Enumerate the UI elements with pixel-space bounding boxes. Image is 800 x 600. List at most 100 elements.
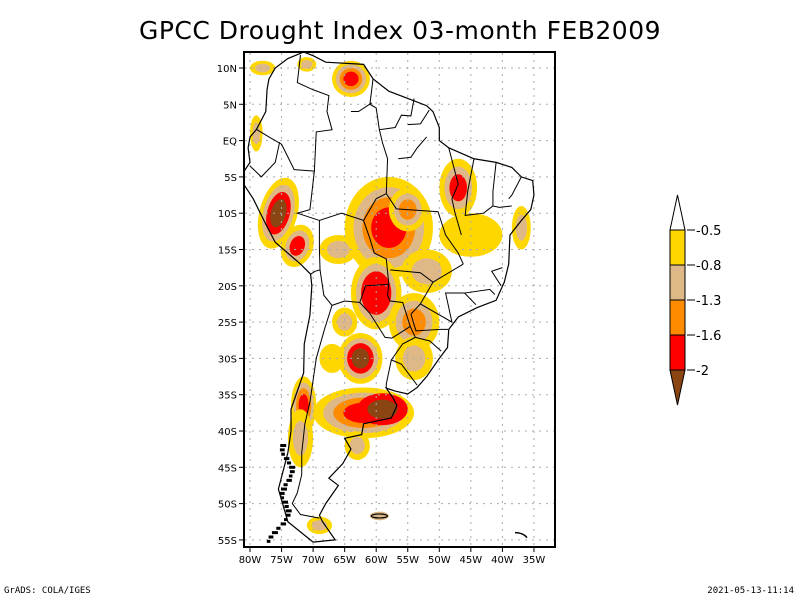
lon-tick-label: 35W <box>523 555 546 566</box>
colorbar-lower-arrow <box>669 369 686 406</box>
political-border <box>415 336 442 352</box>
political-border <box>464 288 496 295</box>
map-frame <box>243 51 556 548</box>
lat-tick-label: 55S <box>218 536 237 547</box>
island-mark <box>286 478 292 482</box>
island-mark <box>285 513 291 517</box>
political-border <box>448 147 462 236</box>
lat-tick-label: 25S <box>218 318 237 329</box>
lat-axis: 10N 5N EQ 5S 10S 15S 20S 25S 30S 35S 40S 45S 50S 55S <box>217 64 244 547</box>
lat-tick-label: EQ <box>223 137 237 148</box>
colorbar-segment <box>669 264 686 301</box>
lon-tick-label: 40W <box>491 555 514 566</box>
colorbar-label: -1.6 <box>696 329 721 344</box>
colorbar-segment <box>669 334 686 371</box>
political-border <box>369 78 415 131</box>
island-mark <box>280 444 287 448</box>
political-border <box>508 176 522 200</box>
drought-region <box>366 278 387 308</box>
colorbar-label: -1.3 <box>696 294 721 309</box>
colorbar-segment <box>669 229 686 266</box>
lon-tick-label: 60W <box>365 555 388 566</box>
colorbar-label: -0.5 <box>696 224 721 239</box>
falkland-islands <box>370 513 388 519</box>
lon-tick-label: 65W <box>333 555 356 566</box>
island-mark <box>279 448 285 452</box>
timestamp: 2021-05-13-11:14 <box>707 586 794 596</box>
drought-region <box>319 343 345 373</box>
colorbar-label: -2 <box>696 364 709 379</box>
grads-credit: GrADS: COLA/IGES <box>4 586 91 596</box>
chart-title: GPCC Drought Index 03-month FEB2009 <box>138 16 662 45</box>
island-mark <box>268 535 274 539</box>
island-mark <box>281 452 285 456</box>
island-mark <box>284 518 288 522</box>
island-mark <box>279 491 285 495</box>
continent-coastline <box>245 53 535 543</box>
island-mark <box>271 531 278 535</box>
lat-tick-label: 15S <box>218 246 237 257</box>
lat-tick-label: 30S <box>218 354 237 365</box>
lat-tick-label: 40S <box>218 427 237 438</box>
drought-region <box>515 214 528 241</box>
drought-region <box>326 240 350 259</box>
drought-region <box>369 511 389 521</box>
political-border <box>350 102 373 113</box>
gridlines <box>245 53 554 546</box>
lon-tick-label: 45W <box>460 555 483 566</box>
island-mark <box>285 509 292 513</box>
lon-axis: 80W 75W 70W 65W 60W 55W 50W 45W 40W 35W <box>239 547 546 566</box>
political-border <box>291 305 333 519</box>
drought-region <box>367 399 398 419</box>
lat-tick-label: 20S <box>218 282 237 293</box>
drought-region <box>252 122 261 145</box>
island-mark <box>284 505 289 509</box>
drought-region <box>411 258 442 285</box>
drought-region <box>292 420 309 456</box>
political-border <box>249 141 281 178</box>
island-mark <box>286 461 292 465</box>
drought-region <box>255 63 271 73</box>
lat-tick-label: 10N <box>217 64 237 75</box>
political-border <box>464 158 494 216</box>
island-mark <box>280 496 285 500</box>
colorbar-upper-arrow <box>669 194 686 231</box>
lon-tick-label: 55W <box>396 555 419 566</box>
political-border <box>390 263 464 283</box>
coastlines-borders <box>245 53 535 543</box>
lat-tick-label: 50S <box>218 500 237 511</box>
colorbar-label: -0.8 <box>696 259 721 274</box>
political-border <box>398 136 428 160</box>
lat-tick-label: 35S <box>218 391 237 402</box>
political-border <box>410 313 449 332</box>
lon-tick-label: 80W <box>239 555 262 566</box>
lon-tick-label: 75W <box>270 555 293 566</box>
island-mark <box>283 483 288 487</box>
island-mark <box>289 470 295 474</box>
drought-region <box>343 71 359 87</box>
island-mark <box>280 522 287 526</box>
drought-region <box>439 213 503 257</box>
island-mark <box>283 457 290 461</box>
drought-region <box>351 348 370 369</box>
political-border <box>363 192 464 265</box>
island-mark <box>276 526 281 530</box>
lat-tick-label: 45S <box>218 463 237 474</box>
island-mark <box>280 487 287 491</box>
colorbar-legend: -0.5 -0.8 -1.3 -1.6 -2 <box>669 194 721 406</box>
political-border <box>407 109 430 126</box>
lat-tick-label: 10S <box>218 209 237 220</box>
island-mark <box>289 465 296 469</box>
drought-region <box>270 199 287 228</box>
drought-region <box>301 60 313 69</box>
political-border <box>390 326 418 386</box>
lon-tick-label: 70W <box>302 555 325 566</box>
lat-tick-label: 5S <box>224 173 237 184</box>
political-border <box>490 267 503 287</box>
political-border <box>492 162 512 208</box>
island-mark <box>282 500 288 504</box>
island-mark <box>288 474 293 478</box>
political-border <box>385 359 392 389</box>
lat-tick-label: 5N <box>223 100 237 111</box>
